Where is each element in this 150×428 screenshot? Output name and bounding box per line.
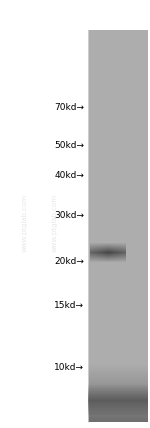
Text: 20kd→: 20kd→ [54, 258, 84, 267]
Text: 15kd→: 15kd→ [54, 300, 84, 309]
Text: www.ptglab.com: www.ptglab.com [22, 193, 28, 252]
Text: 70kd→: 70kd→ [54, 102, 84, 112]
Text: 50kd→: 50kd→ [54, 140, 84, 149]
Text: 40kd→: 40kd→ [54, 170, 84, 179]
Text: www.ptglab.com: www.ptglab.com [52, 193, 58, 252]
Text: 10kd→: 10kd→ [54, 363, 84, 372]
Text: 30kd→: 30kd→ [54, 211, 84, 220]
